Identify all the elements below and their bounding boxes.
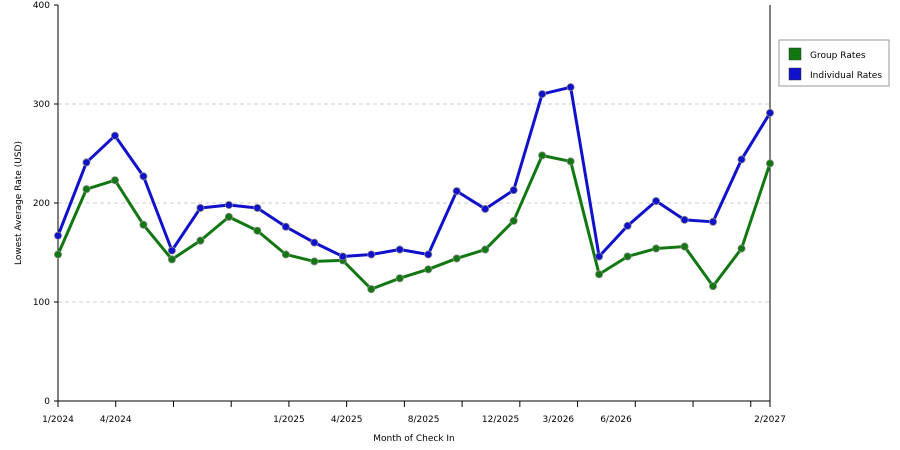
data-point xyxy=(595,252,604,261)
y-tick-label: 200 xyxy=(33,199,50,209)
x-axis-title: Month of Check In xyxy=(373,434,455,444)
data-point xyxy=(766,159,775,168)
data-point xyxy=(167,246,176,255)
y-tick-label: 100 xyxy=(33,298,50,308)
x-tick-label: 6/2026 xyxy=(600,415,632,425)
y-ticks: 0 100 200 300 400 xyxy=(33,1,58,407)
x-tick-label: 8/2025 xyxy=(408,415,440,425)
data-point xyxy=(481,204,490,213)
data-point xyxy=(709,282,718,291)
data-point xyxy=(623,221,632,230)
y-axis-title: Lowest Average Rate (USD) xyxy=(14,141,24,265)
x-tick-label: 1/2024 xyxy=(42,415,74,425)
data-point xyxy=(196,236,205,245)
data-point xyxy=(367,250,376,259)
data-point xyxy=(566,83,575,92)
x-tick-label: 1/2025 xyxy=(273,415,305,425)
series-1 xyxy=(54,151,775,294)
data-point xyxy=(509,216,518,225)
data-point xyxy=(595,270,604,279)
x-ticks: 1/2024 4/2024 1/2025 4/2025 8/2025 12/2025 3/2… xyxy=(42,401,786,425)
data-point xyxy=(766,108,775,117)
data-point xyxy=(481,245,490,254)
x-tick-label: 3/2026 xyxy=(542,415,574,425)
data-point xyxy=(737,244,746,253)
x-tick-label: 2/2027 xyxy=(754,415,786,425)
data-point xyxy=(167,255,176,264)
y-tick-label: 300 xyxy=(33,100,50,110)
data-point xyxy=(566,157,575,166)
data-point xyxy=(367,285,376,294)
legend-swatch xyxy=(788,47,802,61)
data-point xyxy=(253,226,262,235)
data-point xyxy=(509,186,518,195)
legend: Group Rates Individual Rates xyxy=(778,39,890,87)
data-point xyxy=(538,151,547,160)
data-point xyxy=(110,176,119,185)
legend-swatch xyxy=(788,67,802,81)
data-point xyxy=(424,250,433,259)
data-point xyxy=(680,242,689,251)
x-tick-label: 4/2024 xyxy=(100,415,132,425)
data-point xyxy=(310,238,319,247)
data-point xyxy=(652,197,661,206)
data-point xyxy=(395,245,404,254)
series xyxy=(54,83,775,294)
data-point xyxy=(139,172,148,181)
data-point xyxy=(281,222,290,231)
data-point xyxy=(395,274,404,283)
data-point xyxy=(338,252,347,261)
data-point xyxy=(224,200,233,209)
data-point xyxy=(253,203,262,212)
data-point xyxy=(196,203,205,212)
data-point xyxy=(452,187,461,196)
series-line xyxy=(56,85,772,258)
y-tick-label: 0 xyxy=(44,397,50,407)
legend-box xyxy=(778,39,890,87)
series-line xyxy=(56,153,772,291)
x-tick-label: 4/2025 xyxy=(331,415,363,425)
y-tick-label: 400 xyxy=(33,1,50,11)
data-point xyxy=(680,215,689,224)
data-point xyxy=(538,90,547,99)
data-point xyxy=(623,252,632,261)
legend-label: Individual Rates xyxy=(810,71,882,81)
data-point xyxy=(82,158,91,167)
data-point xyxy=(54,250,63,259)
data-point xyxy=(709,217,718,226)
data-point xyxy=(110,131,119,140)
data-point xyxy=(281,250,290,259)
data-point xyxy=(737,155,746,164)
x-tick-label: 12/2025 xyxy=(482,415,519,425)
data-point xyxy=(224,212,233,221)
data-point xyxy=(452,254,461,263)
data-point xyxy=(424,265,433,274)
data-point xyxy=(652,244,661,253)
data-point xyxy=(139,220,148,229)
data-point xyxy=(310,257,319,266)
legend-label: Group Rates xyxy=(810,51,866,61)
data-point xyxy=(54,231,63,240)
series-2 xyxy=(54,83,775,261)
data-point xyxy=(82,185,91,194)
